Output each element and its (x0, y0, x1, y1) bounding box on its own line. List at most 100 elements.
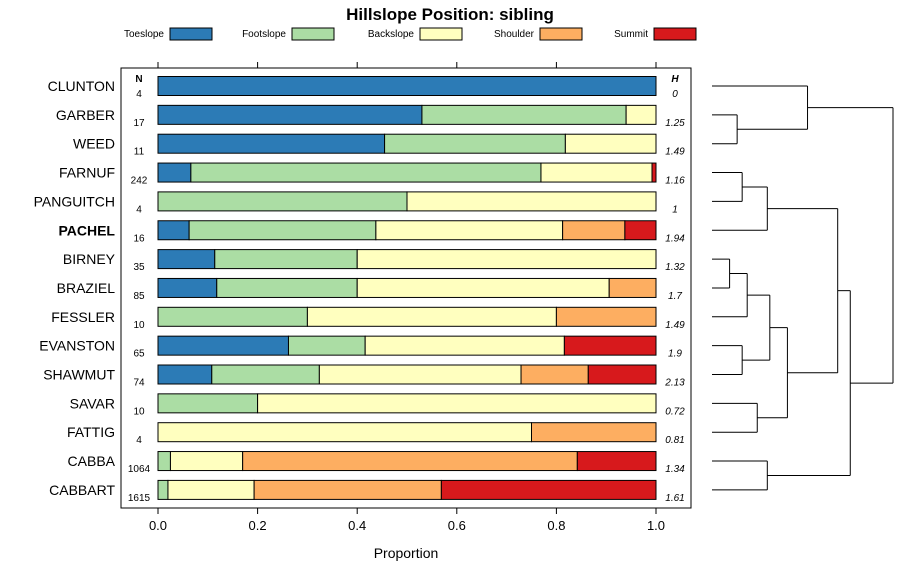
legend: Toeslope Footslope Backslope Shoulder Summit (124, 27, 697, 41)
h-value: 0 (672, 89, 678, 100)
bar-segment-summit (440, 479, 657, 500)
legend-label-summit: Summit (614, 29, 648, 40)
series-label: BRAZIEL (57, 280, 116, 296)
bar-segment-toeslope (157, 133, 386, 154)
bar-row: GARBER 17 1.25 (56, 104, 685, 129)
bar-segment-backslope (169, 451, 244, 472)
h-value: 1 (672, 204, 678, 215)
bar-row: FARNUF 242 1.16 (59, 162, 685, 187)
bar-segment-footslope (190, 162, 542, 183)
n-value: 1615 (128, 493, 151, 504)
bar-segment-backslope (564, 133, 657, 154)
bar-segment-footslope (157, 451, 171, 472)
bar-segment-footslope (216, 277, 358, 298)
h-value: 1.7 (668, 291, 682, 302)
series-label: FESSLER (51, 309, 115, 325)
x-tick-label: 0.0 (149, 518, 167, 533)
bar-segment-toeslope (157, 220, 190, 241)
bar-segment-summit (563, 335, 657, 356)
bar-segment-backslope (406, 191, 657, 212)
h-value: 1.49 (665, 147, 685, 158)
legend-swatch-summit (653, 27, 697, 41)
h-value: 0.72 (665, 406, 685, 417)
legend-label-backslope: Backslope (368, 29, 415, 40)
legend-label-shoulder: Shoulder (494, 29, 535, 40)
bar-segment-summit (651, 162, 657, 183)
bar-segment-shoulder (242, 451, 578, 472)
bar-segment-shoulder (531, 422, 657, 443)
bar-segment-footslope (157, 191, 408, 212)
n-value: 74 (133, 378, 145, 389)
bar-segment-backslope (364, 335, 565, 356)
bar-segment-backslope (157, 422, 532, 443)
bar-row: EVANSTON 65 1.9 (39, 335, 682, 360)
bar-segment-toeslope (157, 277, 218, 298)
bar-row: PANGUITCH 4 1 (34, 191, 678, 215)
h-column-header: H (671, 74, 679, 85)
bar-segment-shoulder (608, 277, 657, 298)
n-value: 4 (136, 435, 142, 446)
bar-segment-backslope (540, 162, 653, 183)
series-label: SHAWMUT (43, 367, 115, 383)
top-axis-ticks (157, 62, 657, 68)
n-value: 10 (133, 406, 145, 417)
n-value: 10 (133, 320, 145, 331)
chart-title: Hillslope Position: sibling (346, 5, 554, 24)
h-value: 1.25 (665, 118, 685, 129)
bar-row: BRAZIEL 85 1.7 (57, 277, 682, 302)
legend-swatch-shoulder (539, 27, 583, 41)
bar-segment-footslope (211, 364, 320, 385)
bar-segment-backslope (306, 306, 557, 327)
bar-segment-shoulder (555, 306, 657, 327)
bar-row: PACHEL 16 1.94 (58, 220, 685, 244)
n-value: 85 (133, 291, 145, 302)
bar-segment-shoulder (520, 364, 589, 385)
h-value: 0.81 (665, 435, 684, 446)
series-label: PANGUITCH (34, 193, 115, 209)
h-value: 2.13 (664, 378, 685, 389)
n-value: 11 (134, 147, 145, 158)
n-value: 35 (133, 262, 145, 273)
series-label: CABBA (68, 453, 116, 469)
bar-segment-footslope (421, 104, 627, 125)
bar-segment-footslope (214, 249, 358, 270)
series-label: WEED (73, 136, 115, 152)
series-label: GARBER (56, 107, 115, 123)
bar-segment-backslope (625, 104, 657, 125)
bar-segment-toeslope (157, 76, 657, 96)
x-tick-label: 1.0 (647, 518, 665, 533)
legend-swatch-toeslope (169, 27, 213, 41)
n-value: 17 (133, 118, 145, 129)
x-tick-label: 0.8 (547, 518, 565, 533)
n-value: 1064 (128, 464, 151, 475)
series-label: BIRNEY (63, 251, 116, 267)
legend-swatch-footslope (291, 27, 335, 41)
series-label: EVANSTON (39, 338, 115, 354)
bar-row: FATTIG 4 0.81 (67, 422, 685, 446)
x-axis: 0.0 0.2 0.4 0.6 0.8 1.0 (149, 508, 665, 533)
bar-row: SHAWMUT 74 2.13 (43, 364, 685, 389)
n-value: 65 (133, 349, 145, 360)
bar-segment-backslope (318, 364, 522, 385)
series-label: FATTIG (67, 424, 115, 440)
bar-segment-backslope (167, 479, 255, 500)
n-value: 4 (136, 204, 142, 215)
h-value: 1.16 (665, 176, 685, 187)
bar-segment-footslope (287, 335, 366, 356)
bar-segment-backslope (356, 249, 657, 270)
bar-row: SAVAR 10 0.72 (70, 393, 685, 417)
dendrogram (712, 85, 894, 491)
bar-row: CABBA 1064 1.34 (68, 451, 685, 475)
bar-segment-summit (624, 220, 657, 241)
bar-segment-footslope (384, 133, 566, 154)
series-label: FARNUF (59, 165, 115, 181)
plot-frame (120, 67, 692, 509)
x-axis-label: Proportion (374, 545, 439, 561)
h-value: 1.94 (665, 233, 685, 244)
n-value: 16 (133, 233, 145, 244)
bar-segment-backslope (375, 220, 564, 241)
x-tick-label: 0.4 (348, 518, 366, 533)
n-value: 242 (131, 176, 148, 187)
bar-segment-toeslope (157, 335, 289, 356)
